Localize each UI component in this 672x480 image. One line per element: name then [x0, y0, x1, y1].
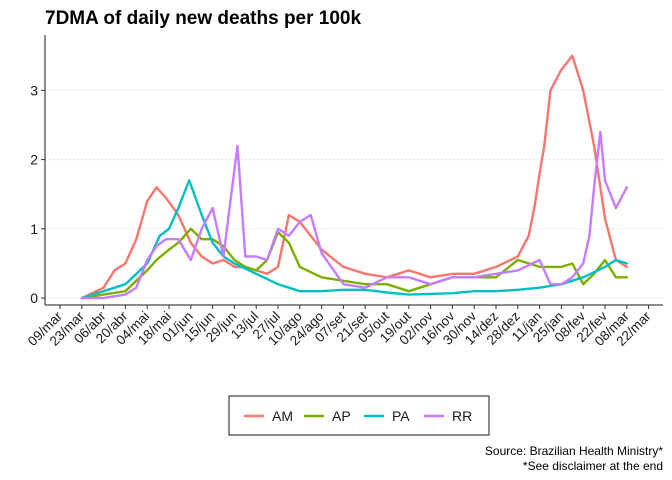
- caption-source: Source: Brazilian Health Ministry*: [485, 444, 663, 458]
- series-lines: [80, 54, 628, 300]
- series-line-pa: [80, 179, 628, 300]
- series-line-am: [80, 54, 628, 300]
- legend: AM AP PA RR: [228, 395, 490, 436]
- legend-label-pa: PA: [392, 408, 410, 424]
- axes: [44, 35, 663, 306]
- y-tick-label: 1: [30, 221, 38, 237]
- y-tick-label: 3: [30, 82, 38, 98]
- legend-label-rr: RR: [452, 408, 472, 424]
- legend-label-ap: AP: [332, 408, 351, 424]
- chart-title: 7DMA of daily new deaths per 100k: [45, 8, 361, 29]
- y-tick-label: 0: [30, 290, 38, 306]
- legend-label-am: AM: [272, 408, 293, 424]
- series-line-ap: [80, 227, 628, 300]
- gridlines: [45, 89, 663, 299]
- series-line-rr: [80, 130, 628, 300]
- y-axis-ticks: 0 1 2 3: [30, 82, 45, 306]
- legend-box: [228, 395, 490, 436]
- x-axis-ticks: 09/mar23/mar06/abr20/abr04/mai18/mai01/j…: [25, 305, 654, 349]
- y-tick-label: 2: [30, 152, 38, 168]
- caption-disclaimer: *See disclaimer at the end: [523, 459, 663, 473]
